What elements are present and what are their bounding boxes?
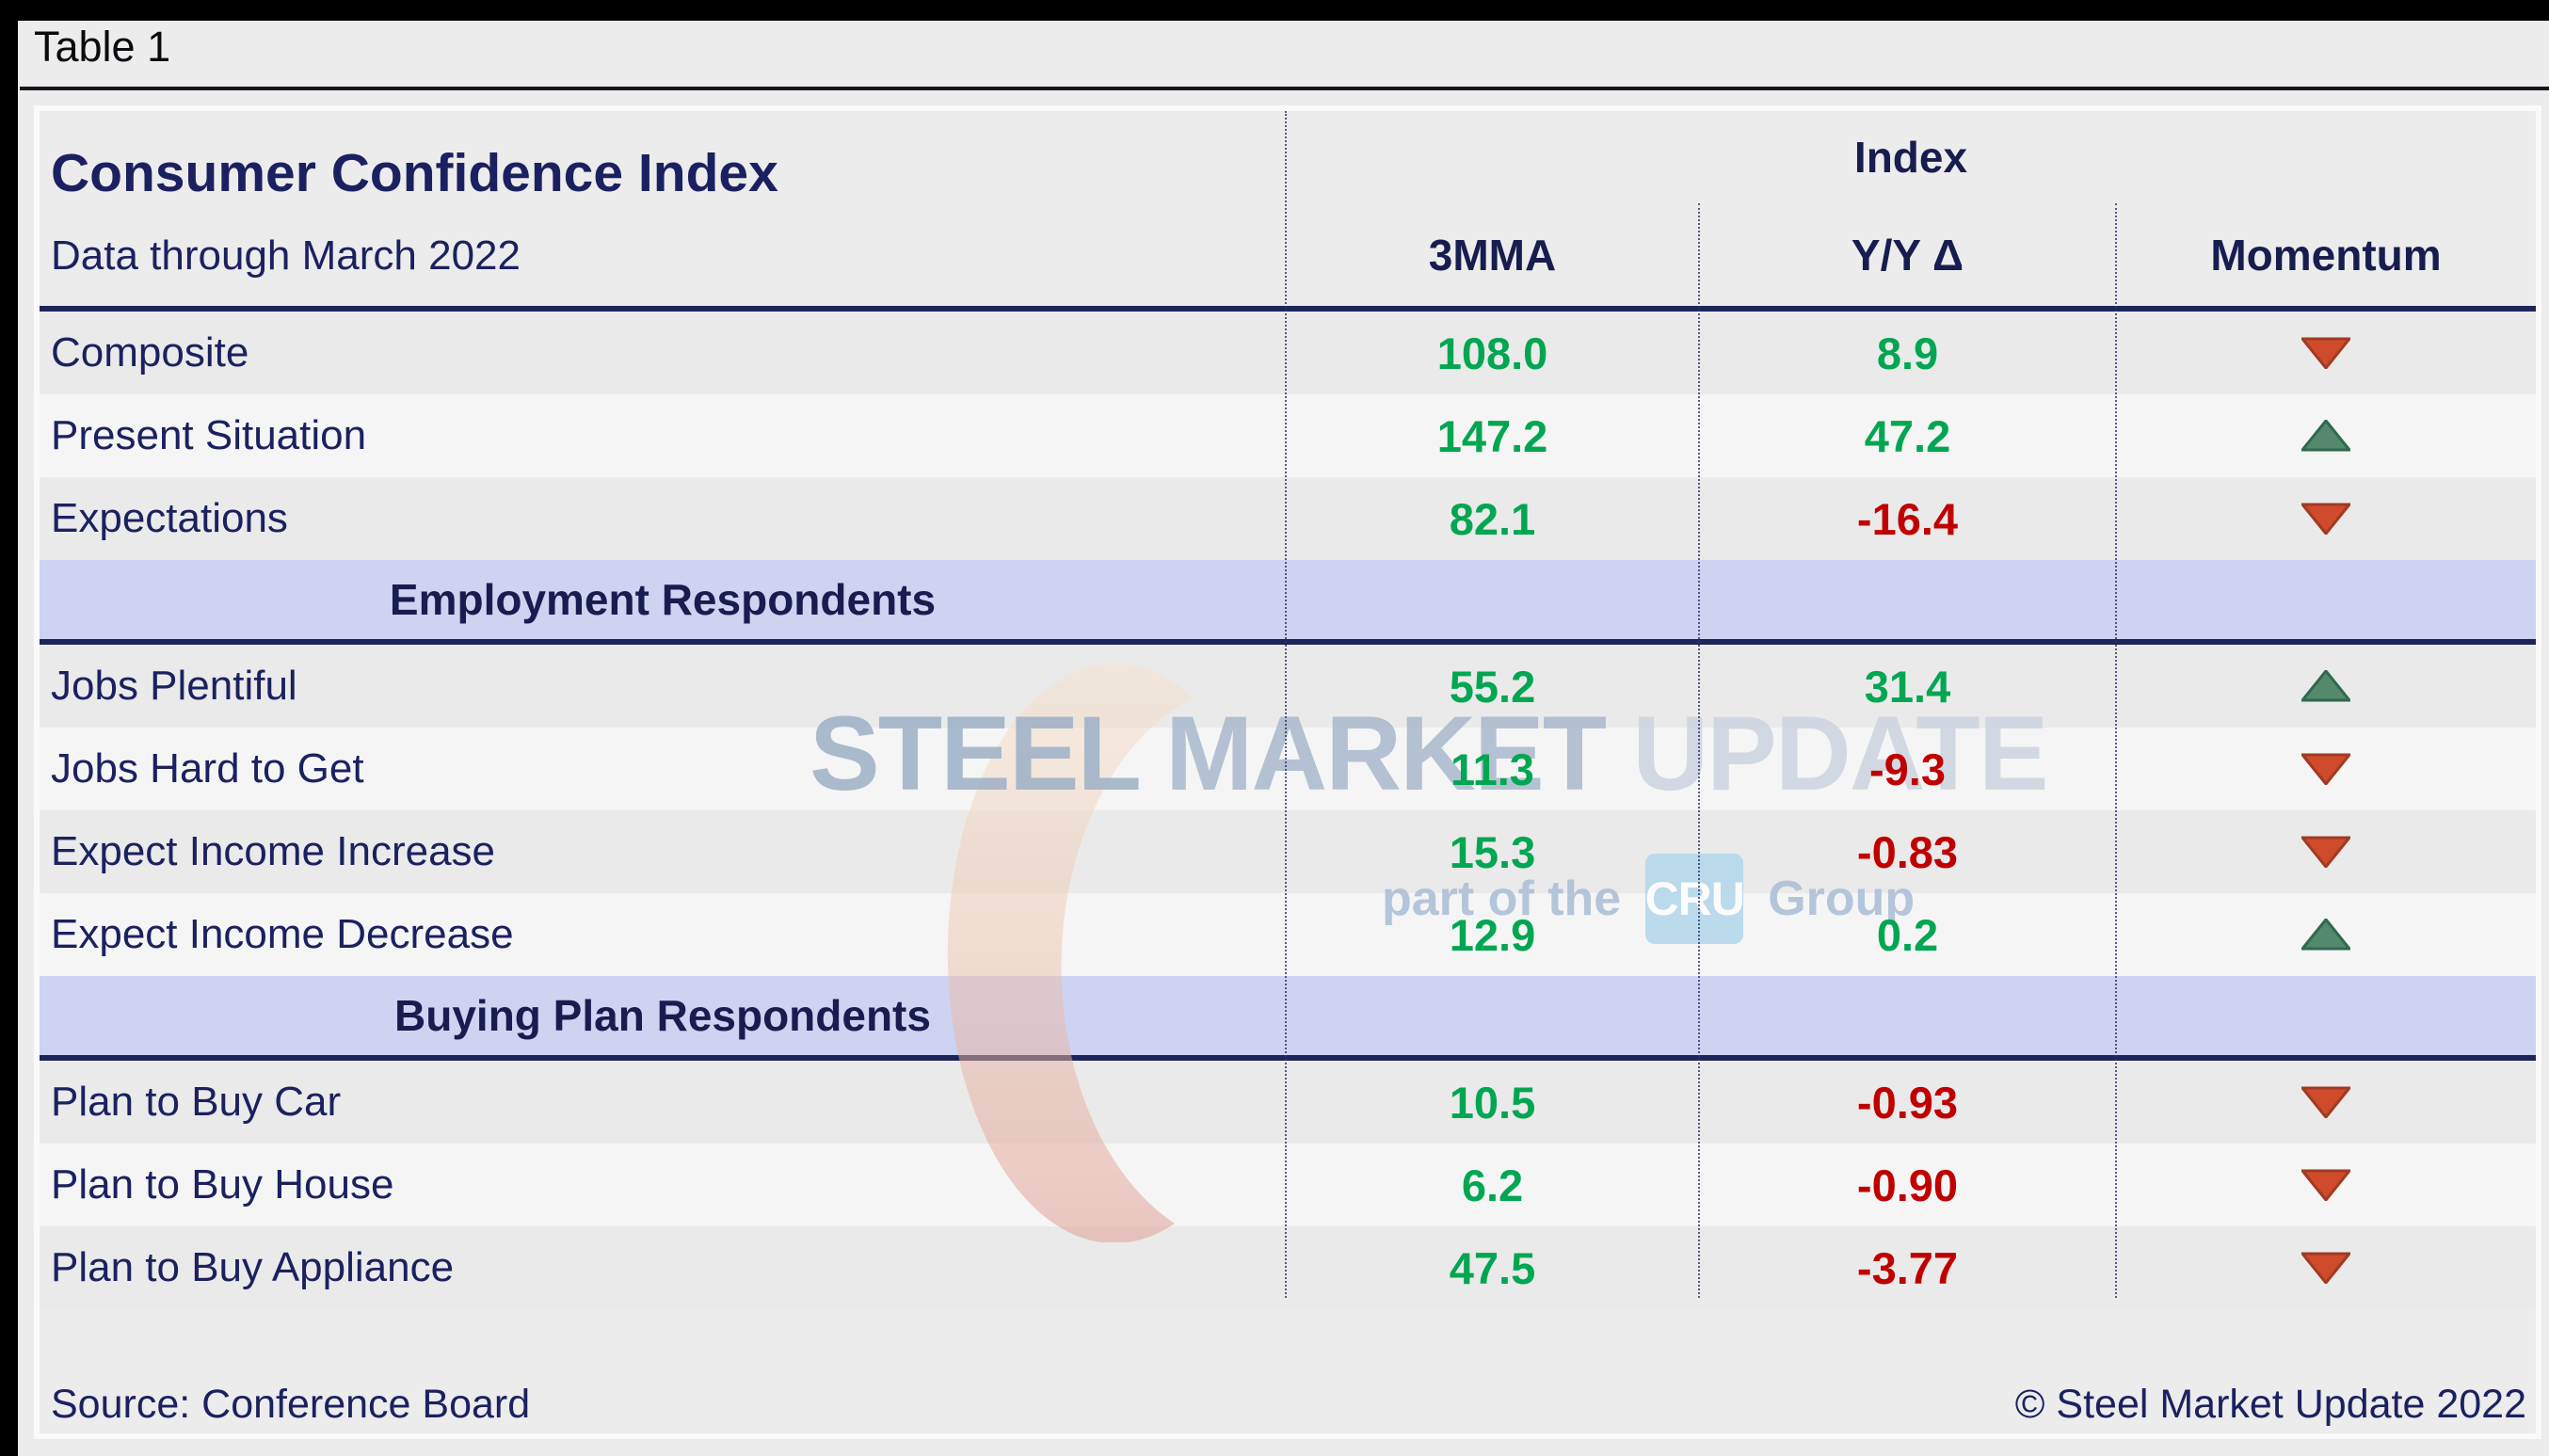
row-label: Plan to Buy Appliance: [51, 1244, 455, 1290]
value-yy: -0.93: [1856, 1077, 1959, 1128]
value-yy: -0.83: [1856, 826, 1959, 877]
table-title: Consumer Confidence Index: [51, 143, 778, 203]
momentum-cell: [2116, 670, 2536, 702]
column-separator: [1698, 203, 1700, 1298]
table-subtitle: Data through March 2022: [51, 232, 521, 279]
cru-logo-icon: CRU: [1645, 854, 1745, 944]
steel-market-update-watermark: STEEL MARKET UPDATE: [810, 701, 2048, 807]
left-black-bar: [0, 0, 18, 1456]
value-3mma: 47.5: [1449, 1242, 1536, 1293]
smu-crescent-logo-watermark: [947, 664, 1194, 1242]
value-yy: -0.90: [1856, 1160, 1959, 1210]
row-label: Jobs Hard to Get: [51, 745, 364, 792]
row-label: Plan to Buy House: [51, 1161, 394, 1208]
down-triangle-icon: [2301, 337, 2350, 369]
watermark-word-steel: STEEL: [810, 695, 1140, 812]
cru-group-watermark: part of the CRU Group: [1382, 852, 1915, 946]
value-yy: -16.4: [1856, 493, 1959, 544]
table-row: Expectations 82.1 -16.4: [40, 477, 2536, 560]
table-row: Plan to Buy Appliance 47.5 -3.77: [40, 1226, 2536, 1309]
value-yy: -9.3: [1869, 744, 1946, 794]
momentum-cell: [2116, 919, 2536, 951]
value-3mma: 147.2: [1436, 410, 1548, 461]
value-yy: -3.77: [1856, 1242, 1959, 1293]
value-3mma: 15.3: [1449, 826, 1536, 877]
down-triangle-icon: [2301, 1169, 2350, 1201]
column-separator: [1285, 111, 1287, 1298]
value-3mma: 82.1: [1449, 493, 1536, 544]
column-header-yy-delta: Y/Y Δ: [1851, 230, 1964, 280]
row-label: Expectations: [51, 495, 288, 541]
row-label: Composite: [51, 329, 249, 376]
momentum-cell: [2116, 420, 2536, 452]
up-triangle-icon: [2301, 670, 2350, 702]
source-note: Source: Conference Board: [51, 1382, 531, 1427]
document-label: Table 1: [34, 23, 171, 71]
down-triangle-icon: [2301, 1252, 2350, 1284]
value-3mma: 11.3: [1451, 744, 1534, 794]
section-header-employment: Employment Respondents: [40, 560, 2536, 645]
copyright-note: © Steel Market Update 2022: [2014, 1382, 2526, 1427]
momentum-cell: [2116, 836, 2536, 868]
down-triangle-icon: [2301, 836, 2350, 868]
momentum-cell: [2116, 503, 2536, 535]
down-triangle-icon: [2301, 1086, 2350, 1118]
top-black-bar: [0, 0, 2549, 21]
watermark-word-update: UPDATE: [1632, 695, 2048, 812]
section-header-buying-plan: Buying Plan Respondents: [40, 976, 2536, 1061]
row-label: Jobs Plentiful: [51, 663, 297, 709]
column-header-3mma: 3MMA: [1428, 230, 1557, 280]
value-yy: 8.9: [1876, 328, 1939, 378]
value-yy: 31.4: [1864, 661, 1951, 712]
table-row: Plan to Buy House 6.2 -0.90: [40, 1144, 2536, 1226]
table-footer: Source: Conference Board © Steel Market …: [51, 1382, 2526, 1428]
watermark-word-market: MARKET: [1165, 695, 1607, 812]
momentum-cell: [2116, 1086, 2536, 1118]
value-3mma: 10.5: [1449, 1077, 1536, 1128]
row-label: Expect Income Increase: [51, 828, 496, 874]
section-header-label: Buying Plan Respondents: [394, 991, 931, 1040]
header-divider: [40, 306, 2536, 312]
value-3mma: 6.2: [1461, 1160, 1524, 1210]
consumer-confidence-table: Consumer Confidence Index Data through M…: [34, 105, 2541, 1439]
row-label: Present Situation: [51, 412, 367, 458]
table-row: Expect Income Decrease 12.9 0.2: [40, 893, 2536, 976]
table-header: Consumer Confidence Index Data through M…: [40, 111, 2536, 306]
title-divider: [20, 87, 2549, 90]
column-headers: 3MMA Y/Y Δ Momentum: [1286, 203, 2536, 306]
column-header-momentum: Momentum: [2210, 230, 2442, 280]
value-yy: 47.2: [1864, 410, 1951, 461]
table-row: Present Situation 147.2 47.2: [40, 394, 2536, 477]
index-group-header: Index: [1853, 133, 1968, 182]
value-3mma: 108.0: [1436, 328, 1548, 378]
momentum-cell: [2116, 753, 2536, 785]
down-triangle-icon: [2301, 503, 2350, 535]
section-header-label: Employment Respondents: [389, 575, 937, 624]
table-row: Expect Income Increase 15.3 -0.83: [40, 810, 2536, 893]
watermark-tagline-prefix: part of the: [1382, 872, 1622, 926]
table-row: Plan to Buy Car 10.5 -0.93: [40, 1061, 2536, 1144]
column-separator: [2115, 203, 2117, 1298]
table-row: Jobs Plentiful 55.2 31.4: [40, 645, 2536, 728]
table-row: Jobs Hard to Get 11.3 -9.3: [40, 728, 2536, 810]
table-title-block: Consumer Confidence Index Data through M…: [51, 143, 778, 280]
value-3mma: 55.2: [1449, 661, 1536, 712]
table-row: Composite 108.0 8.9: [40, 312, 2536, 394]
up-triangle-icon: [2301, 919, 2350, 951]
row-label: Expect Income Decrease: [51, 911, 514, 957]
watermark-tagline-suffix: Group: [1768, 872, 1916, 926]
down-triangle-icon: [2301, 753, 2350, 785]
momentum-cell: [2116, 337, 2536, 369]
value-3mma: 12.9: [1449, 909, 1536, 960]
momentum-cell: [2116, 1169, 2536, 1201]
momentum-cell: [2116, 1252, 2536, 1284]
row-label: Plan to Buy Car: [51, 1079, 342, 1125]
value-yy: 0.2: [1876, 909, 1939, 960]
up-triangle-icon: [2301, 420, 2350, 452]
